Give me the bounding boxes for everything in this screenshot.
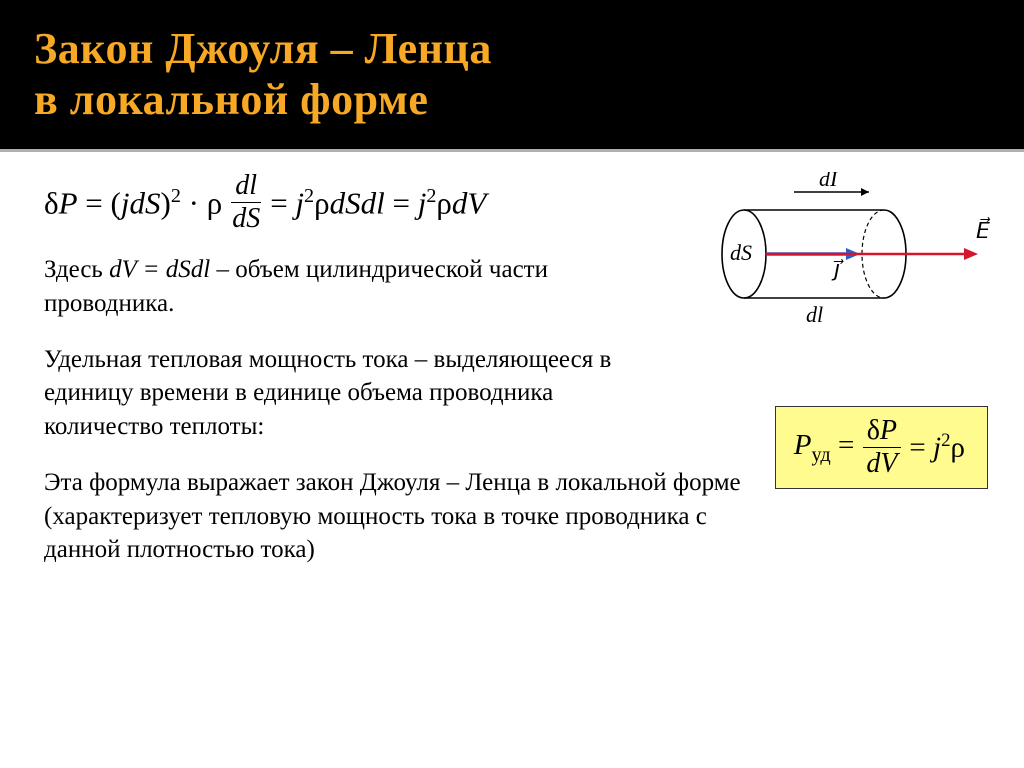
label-dI: dI: [819, 172, 839, 191]
label-dS: dS: [730, 240, 752, 265]
label-dl: dl: [806, 302, 823, 327]
slide-title-line2: в локальной форме: [34, 75, 990, 126]
slide-title-line1: Закон Джоуля – Ленца: [34, 24, 990, 75]
cylinder-diagram: dI dS j⃗ E⃗ dl: [684, 172, 994, 332]
paragraph-3: Эта формула выражает закон Джоуля – Ленц…: [44, 466, 744, 567]
paragraph-1: Здесь dV = dSdl – объем цилиндрической ч…: [44, 253, 604, 321]
label-j: j⃗: [831, 256, 844, 281]
label-E: E⃗: [976, 217, 991, 243]
paragraph-2: Удельная тепловая мощность тока – выделя…: [44, 343, 634, 444]
highlight-formula: Pуд = δP dV = j2ρ: [775, 406, 988, 489]
title-band: Закон Джоуля – Ленца в локальной форме: [0, 0, 1024, 152]
